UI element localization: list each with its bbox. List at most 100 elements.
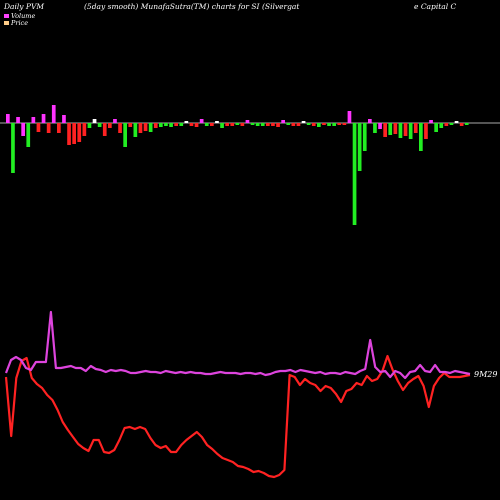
- volume-bar: [16, 117, 20, 123]
- volume-bar: [327, 123, 331, 126]
- volume-bar: [413, 123, 418, 133]
- volume-bar: [322, 123, 326, 125]
- volume-bar: [255, 123, 260, 126]
- chart-subtitle: (5day smooth) MunafaSutra(TM) charts for…: [84, 2, 260, 11]
- volume-bar: [46, 123, 51, 133]
- volume-bar: [189, 123, 194, 126]
- legend-volume-swatch: [4, 14, 9, 18]
- volume-bar: [169, 123, 173, 127]
- company-name-line1: (Silvergat: [262, 2, 300, 11]
- volume-bar: [347, 111, 352, 123]
- volume-bar: [449, 123, 454, 125]
- volume-bar: [271, 123, 275, 126]
- volume-bar: [311, 123, 316, 126]
- volume-bar: [123, 123, 127, 147]
- volume-bar: [317, 123, 321, 127]
- volume-bar: [128, 123, 133, 127]
- volume-bar: [210, 123, 214, 126]
- volume-bar: [260, 123, 265, 126]
- volume-bar: [281, 120, 285, 123]
- volume-bar: [332, 123, 336, 126]
- volume-bar: [245, 120, 250, 123]
- volume-bar: [225, 123, 229, 126]
- volume-bar: [113, 119, 117, 123]
- volume-bar: [240, 123, 245, 126]
- legend-volume-label: Volume: [11, 12, 35, 20]
- volume-bar: [215, 121, 219, 123]
- volume-bar: [419, 123, 423, 151]
- volume-bar: [179, 123, 184, 126]
- volume-bar: [133, 123, 138, 137]
- volume-mark-label: 9M29: [474, 370, 497, 379]
- volume-bar: [153, 123, 158, 128]
- volume-bar: [459, 123, 464, 126]
- volume-bar: [92, 119, 97, 123]
- price-volume-lines: [4, 310, 471, 479]
- volume-bar: [108, 123, 112, 128]
- volume-bar: [301, 121, 306, 123]
- volume-bar: [199, 119, 204, 123]
- volume-bar: [378, 123, 382, 129]
- volume-bar: [77, 123, 82, 142]
- volume-bar: [388, 123, 393, 135]
- volume-bar: [454, 121, 459, 123]
- volume-bar: [373, 123, 377, 133]
- volume-bar: [235, 123, 240, 125]
- volume-bar: [220, 123, 224, 128]
- volume-bar: [403, 123, 408, 136]
- volume-bar: [67, 123, 71, 145]
- volume-bar: [383, 123, 387, 137]
- volume-bar: [174, 123, 178, 126]
- volume-bar: [62, 115, 66, 123]
- volume-bar: [97, 123, 102, 127]
- company-name-line2: e Capital C: [414, 2, 457, 11]
- volume-bar: [184, 121, 189, 123]
- volume-bar: [26, 123, 31, 147]
- volume-bar: [41, 114, 46, 123]
- volume-bar: [464, 123, 469, 125]
- volume-bar: [434, 123, 438, 132]
- price-line: [4, 354, 471, 479]
- volume-bar: [118, 123, 122, 133]
- volume-bar: [57, 123, 61, 133]
- volume-bar: [296, 123, 301, 126]
- volume-bar: [393, 123, 398, 134]
- volume-bar: [398, 123, 403, 138]
- volume-bar: [36, 123, 41, 132]
- volume-bar: [51, 105, 56, 123]
- volume-bar: [306, 123, 311, 125]
- volume-bar: [266, 123, 270, 126]
- volume-bar: [31, 117, 36, 123]
- volume-bars: [6, 105, 469, 225]
- volume-bar: [72, 123, 76, 144]
- volume-bar: [357, 123, 362, 171]
- volume-bar: [408, 123, 413, 139]
- legend-price-label: Price: [10, 19, 28, 27]
- volume-bar: [444, 123, 449, 126]
- volume-bar: [11, 123, 15, 173]
- volume-bar: [21, 123, 25, 136]
- volume-bar: [439, 123, 444, 128]
- volume-bar: [194, 123, 199, 127]
- volume-line: [4, 310, 471, 380]
- volume-bar: [276, 123, 280, 127]
- volume-bar: [138, 123, 143, 133]
- volume-bar: [204, 123, 209, 126]
- volume-bar: [159, 123, 163, 127]
- volume-bar: [429, 120, 433, 123]
- volume-bar: [6, 114, 10, 123]
- volume-bar: [250, 123, 255, 125]
- volume-bar: [337, 123, 342, 125]
- volume-bar: [143, 123, 148, 131]
- volume-bar: [286, 123, 291, 125]
- volume-bar: [164, 123, 168, 126]
- legend-price-swatch: [4, 21, 9, 25]
- volume-bar: [148, 123, 153, 132]
- volume-bar: [230, 123, 235, 126]
- volume-bar: [82, 123, 87, 136]
- volume-bar: [342, 123, 347, 125]
- volume-bar: [368, 119, 372, 123]
